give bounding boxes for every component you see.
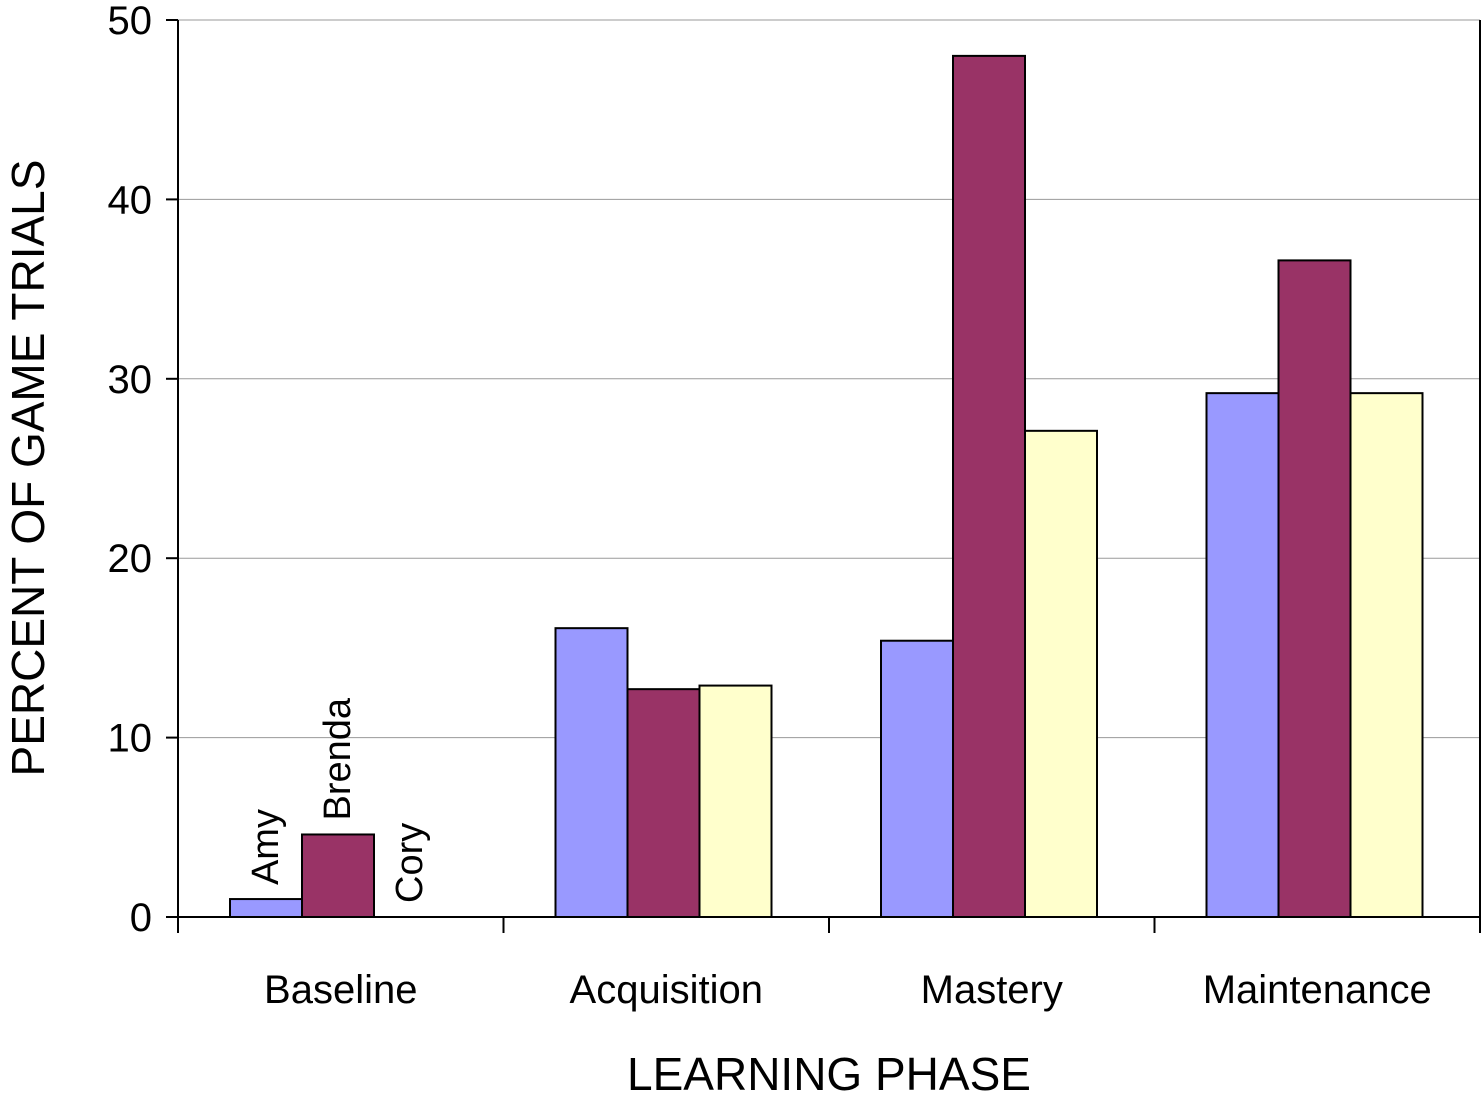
bar-cory-acquisition — [698, 684, 773, 918]
bar-brenda-acquisition — [626, 688, 701, 918]
x-category-label: Acquisition — [570, 968, 763, 1012]
y-tick-label: 20 — [108, 537, 153, 581]
series-label-cory: Cory — [389, 823, 431, 903]
y-tick-label: 30 — [108, 358, 153, 402]
y-tick-label: 40 — [108, 178, 153, 222]
bar-amy-baseline — [229, 898, 303, 918]
bar-brenda-mastery — [952, 54, 1026, 918]
x-axis-title: LEARNING PHASE — [627, 1048, 1031, 1100]
x-category-labels: Baseline Acquisition Mastery Maintenance — [264, 968, 1432, 1012]
y-tick-label: 50 — [108, 0, 153, 43]
bars — [229, 54, 1424, 919]
series-label-amy: Amy — [245, 809, 287, 885]
bar-cory-mastery — [1024, 429, 1098, 918]
x-category-label: Mastery — [921, 968, 1063, 1012]
y-ticks: 0 10 20 30 40 50 — [108, 0, 1481, 940]
x-category-label: Maintenance — [1203, 968, 1432, 1012]
bar-brenda-baseline — [301, 833, 375, 919]
y-tick-label: 0 — [130, 896, 152, 940]
series-label-brenda: Brenda — [317, 697, 359, 820]
bar-cory-maintenance — [1349, 392, 1424, 919]
bar-brenda-maintenance — [1277, 259, 1352, 918]
y-tick-label: 10 — [108, 717, 153, 761]
bar-amy-maintenance — [1205, 392, 1280, 919]
series-labels: Amy Brenda Cory — [245, 697, 431, 903]
x-category-label: Baseline — [264, 968, 417, 1012]
bar-amy-acquisition — [554, 627, 629, 919]
y-axis-title: PERCENT OF GAME TRIALS — [2, 160, 54, 777]
bar-amy-mastery — [880, 639, 954, 918]
